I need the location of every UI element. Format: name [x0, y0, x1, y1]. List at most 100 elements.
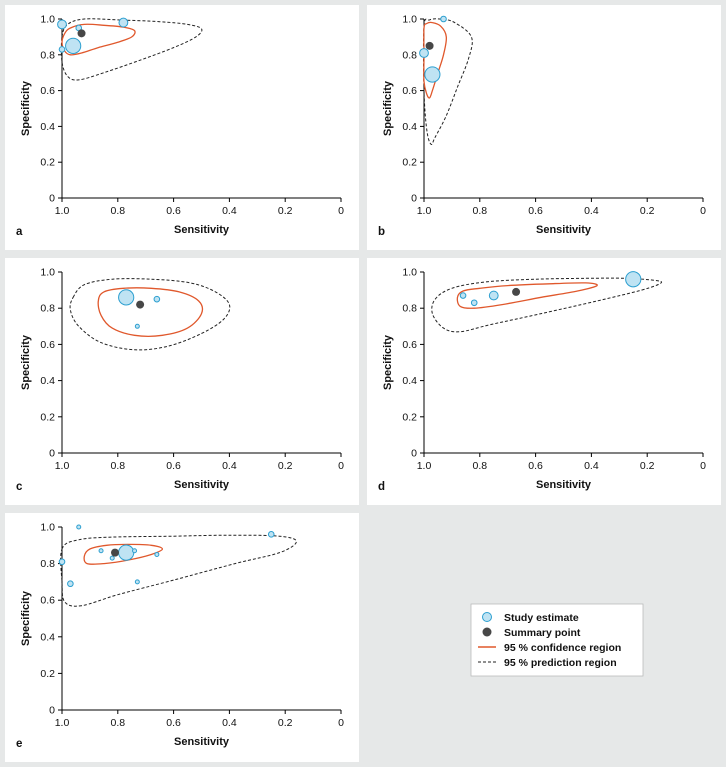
x-tick-label: 0.8 — [472, 460, 487, 472]
panel-e: 0 0.2 0.4 0.6 0.8 1.0 1.0 0.8 0.6 0.4 0.2 0 Sensitiv… — [5, 513, 359, 762]
y-tick-label: 1.0 — [40, 267, 55, 279]
x-tick-label: 0.2 — [278, 717, 293, 729]
y-tick-label: 0.6 — [402, 339, 417, 351]
study-estimate-point — [625, 271, 642, 288]
x-tick-label: 1.0 — [55, 205, 70, 217]
x-tick-label: 0.8 — [472, 205, 487, 217]
x-axis-label: Sensitivity — [174, 224, 230, 236]
panel-label: e — [16, 738, 22, 750]
x-tick-label: 0.4 — [222, 460, 237, 472]
panel-b: 0 0.2 0.4 0.6 0.8 1.0 1.0 0.8 0.6 0.4 0.2 0 Sensitiv… — [367, 5, 721, 250]
x-tick-label: 0.8 — [110, 205, 125, 217]
legend-study-marker — [482, 612, 492, 622]
x-tick-label: 0.6 — [528, 205, 543, 217]
study-estimate-point — [65, 37, 82, 54]
y-tick-label: 0.2 — [402, 157, 417, 169]
y-tick-label: 0.6 — [40, 339, 55, 351]
confidence-region — [97, 287, 204, 337]
y-tick-label: 0.8 — [402, 49, 417, 61]
study-estimate-point — [76, 524, 82, 530]
x-tick-label: 0.2 — [640, 460, 655, 472]
study-estimate-point — [440, 15, 447, 23]
study-estimate-point — [109, 555, 115, 561]
x-tick-label: 0.2 — [640, 205, 655, 217]
study-estimate-point — [118, 544, 135, 561]
x-tick-label: 1.0 — [55, 717, 70, 729]
panel-label: a — [16, 226, 23, 238]
y-tick-label: 0.8 — [40, 49, 55, 61]
y-tick-label: 0.4 — [402, 375, 417, 387]
x-tick-label: 0 — [700, 460, 706, 472]
panel-c: 0 0.2 0.4 0.6 0.8 1.0 1.0 0.8 0.6 0.4 0.2 0 Sensitiv… — [5, 258, 359, 505]
y-tick-label: 0.8 — [40, 558, 55, 570]
study-estimate-point — [459, 292, 467, 299]
y-tick-label: 0.2 — [40, 157, 55, 169]
legend-item-label: 95 % confidence region — [504, 642, 621, 654]
x-tick-label: 1.0 — [55, 460, 70, 472]
legend-item: 95 % confidence region — [478, 642, 621, 654]
x-axis-label: Sensitivity — [536, 479, 592, 491]
confidence-region — [456, 282, 598, 309]
study-estimate-point — [118, 289, 135, 306]
panel-d: 0 0.2 0.4 0.6 0.8 1.0 1.0 0.8 0.6 0.4 0.2 0 Sensitiv… — [367, 258, 721, 505]
y-tick-label: 0 — [411, 448, 417, 460]
x-tick-label: 0.4 — [222, 205, 237, 217]
study-estimate-point — [118, 17, 129, 28]
y-tick-label: 0.4 — [402, 121, 417, 133]
legend-item-label: 95 % prediction region — [504, 657, 617, 669]
panel-background — [5, 5, 359, 250]
x-tick-label: 1.0 — [417, 205, 432, 217]
y-axis-label: Specificity — [382, 80, 394, 136]
y-tick-label: 0.6 — [40, 85, 55, 97]
panel-label: b — [378, 226, 385, 238]
x-tick-label: 0 — [338, 205, 344, 217]
x-tick-label: 0.6 — [166, 717, 181, 729]
x-tick-label: 0 — [700, 205, 706, 217]
panel-background — [5, 513, 359, 762]
x-tick-label: 0 — [338, 717, 344, 729]
y-axis-label: Specificity — [382, 334, 394, 390]
prediction-region — [60, 18, 203, 81]
legend-panel: Study estimate Summary point 95 % confiden… — [367, 513, 721, 762]
x-tick-label: 0.2 — [278, 205, 293, 217]
study-estimate-point — [154, 551, 160, 557]
summary-point — [77, 29, 86, 38]
x-tick-label: 0.8 — [110, 460, 125, 472]
study-estimate-point — [488, 290, 499, 301]
summary-point — [512, 287, 521, 296]
panel-label: c — [16, 481, 23, 493]
x-tick-label: 0.4 — [584, 460, 599, 472]
x-tick-label: 0.2 — [278, 460, 293, 472]
y-tick-label: 0.2 — [40, 411, 55, 423]
y-tick-label: 0.2 — [40, 668, 55, 680]
study-estimate-point — [57, 19, 67, 30]
y-tick-label: 1.0 — [40, 522, 55, 534]
legend-item-label: Summary point — [504, 627, 581, 639]
legend-item: Summary point — [482, 627, 581, 639]
y-axis-label: Specificity — [20, 590, 32, 646]
x-axis-label: Sensitivity — [174, 736, 230, 748]
x-axis-label: Sensitivity — [174, 479, 230, 491]
x-tick-label: 0.8 — [110, 717, 125, 729]
y-tick-label: 1.0 — [402, 14, 417, 26]
study-estimate-point — [470, 299, 478, 307]
prediction-region — [60, 534, 297, 607]
study-estimate-point — [153, 295, 161, 303]
x-tick-label: 0.4 — [222, 717, 237, 729]
legend-summary-marker — [482, 627, 492, 637]
summary-point — [111, 548, 120, 557]
legend-item-label: Study estimate — [504, 612, 579, 624]
prediction-region — [69, 278, 231, 351]
study-estimate-point — [132, 548, 138, 554]
y-tick-label: 0.4 — [40, 631, 55, 643]
y-tick-label: 0.4 — [40, 375, 55, 387]
y-tick-label: 1.0 — [402, 267, 417, 279]
study-estimate-point — [98, 548, 104, 554]
panel-label: d — [378, 481, 385, 493]
legend-box — [470, 603, 644, 677]
x-tick-label: 0 — [338, 460, 344, 472]
study-estimate-point — [58, 558, 66, 566]
y-tick-label: 0.2 — [402, 411, 417, 423]
study-estimate-point — [424, 66, 441, 83]
